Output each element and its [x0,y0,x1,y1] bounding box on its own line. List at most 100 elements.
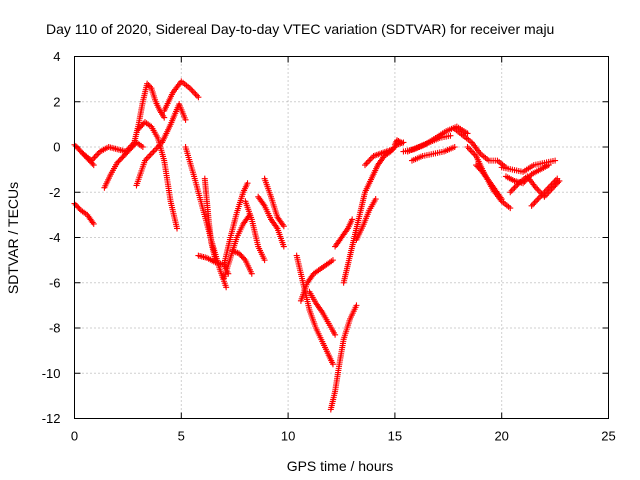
data-point [476,166,483,173]
series-arc-r [297,257,336,304]
x-tick-label: 5 [178,429,185,444]
series-arc-ae [473,162,505,203]
series-arc-m [229,248,255,277]
data-point [545,162,552,169]
series-arc-n [242,198,268,264]
series-arc-d [101,139,146,191]
data-point [237,251,244,258]
data-point [127,146,134,153]
data-point [161,114,168,121]
series-arc-ab [408,144,458,164]
data-point [89,160,96,167]
data-point [447,132,454,139]
data-point [398,139,405,146]
data-point [90,220,97,227]
series-arc-u [332,216,356,250]
data-point [353,302,360,309]
y-tick-label: 4 [53,49,60,64]
x-tick-label: 0 [71,429,78,444]
data-point [125,147,132,154]
data-point [244,180,251,187]
x-tick-label: 10 [281,429,295,444]
y-tick-label: -4 [49,230,61,245]
x-tick-label: 15 [388,429,402,444]
data-point [129,143,136,150]
data-point [121,151,128,158]
data-point [195,94,202,101]
series-arc-ac [451,125,509,171]
series-arc-aa [404,132,454,155]
data-point [473,162,480,169]
data-point [76,147,83,154]
x-tick-label: 20 [494,429,508,444]
series-arc-x [361,146,396,169]
data-point [396,138,403,145]
data-point [119,154,126,161]
series-arc-j [201,175,219,264]
data-point [74,203,81,210]
series-arc-s [306,288,339,338]
data-point [329,257,336,264]
data-point [136,124,143,131]
data-point [261,257,268,264]
data-point [239,254,246,261]
y-axis-label: SDTVAR / TECUs [5,182,21,294]
data-point [123,150,130,157]
y-tick-label: -10 [42,366,61,381]
data-point [332,331,339,338]
series-arc-f [133,101,189,189]
series-arc-w [353,196,379,243]
data-point [130,142,137,149]
y-tick-label: 2 [53,94,60,109]
data-point [135,125,142,132]
y-tick-label: -2 [49,185,61,200]
x-axis-label: GPS time / hours [287,458,394,474]
data-point [72,143,79,150]
plot-frame [74,56,609,419]
data-point [451,144,458,150]
data-point [474,163,481,170]
data-point [74,144,81,151]
data-point [507,205,514,212]
y-tick-label: -12 [42,411,61,426]
y-tick-label: -6 [49,275,61,290]
y-tick-label: 0 [53,140,60,155]
data-point [475,164,482,171]
series-arc-t [327,302,360,413]
data-point [498,196,505,203]
data-point [464,130,471,137]
data-point [372,196,379,203]
series-arc-p [261,175,287,230]
grid [74,56,609,419]
data-point [72,201,79,208]
data-point [389,146,396,153]
chart-title: Day 110 of 2020, Sidereal Day-to-day VTE… [46,21,554,37]
series-arc-ag [502,162,552,187]
data-point [235,250,242,257]
series-arc-o [255,193,287,250]
data-point [90,162,97,169]
data-point [241,255,248,262]
data-point [182,116,189,123]
data-point [124,148,131,155]
data-point [139,144,146,150]
data-point [554,175,561,182]
data-point [280,223,287,230]
data-point [329,361,336,368]
data-point [174,225,181,232]
series-arc-y [391,137,405,148]
y-tick-label: -8 [49,321,61,336]
data-point [139,121,146,128]
data-point [238,253,245,260]
data-point [114,159,121,166]
series-arc-g [161,78,202,114]
data-point [115,158,122,165]
data-point [552,157,559,164]
x-tick-label: 25 [601,429,615,444]
data-point [212,257,219,264]
data-point [75,204,82,211]
data-point [280,243,287,250]
